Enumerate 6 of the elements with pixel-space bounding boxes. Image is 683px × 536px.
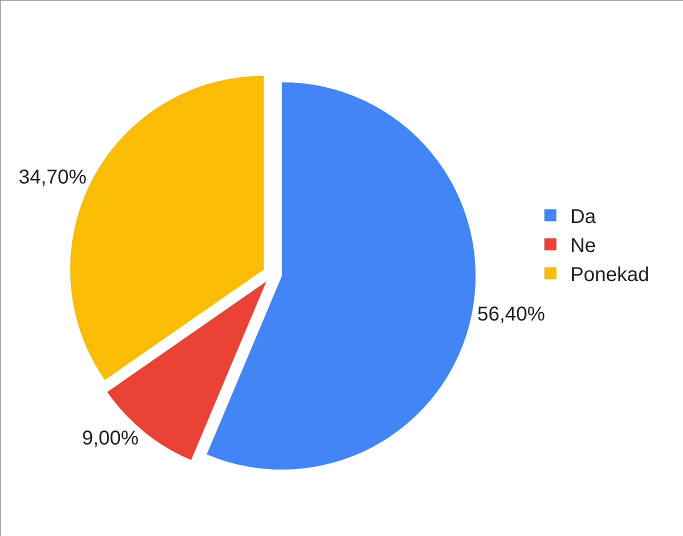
legend-label: Ponekad — [570, 264, 650, 286]
legend-label: Da — [570, 206, 597, 228]
data-label: 34,70% — [18, 166, 87, 188]
data-label: 9,00% — [82, 428, 139, 450]
data-label: 56,40% — [477, 304, 546, 326]
legend-label: Ne — [570, 235, 596, 257]
